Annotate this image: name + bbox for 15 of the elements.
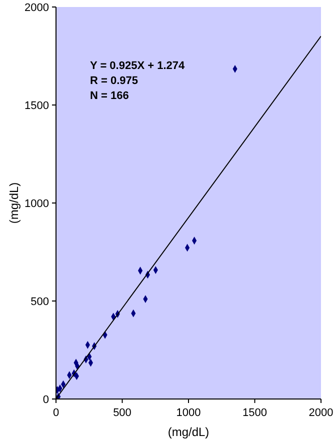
y-axis-title: (mg/dL) [7, 182, 21, 224]
y-tick-label: 1000 [24, 198, 49, 210]
y-tick-label: 0 [42, 394, 49, 406]
annotation: R = 0.975 [90, 75, 138, 87]
x-tick-label: 1000 [176, 407, 201, 419]
x-tick-label: 1500 [242, 407, 267, 419]
annotation: N = 166 [90, 90, 129, 102]
x-tick-label: 0 [52, 407, 60, 419]
x-tick-label: 500 [113, 407, 132, 419]
x-axis-title: (mg/dL) [168, 425, 210, 439]
annotation: Y = 0.925X + 1.274 [90, 60, 186, 72]
y-tick-label: 1500 [24, 100, 49, 112]
x-tick-label: 2000 [308, 407, 334, 419]
y-tick-label: 500 [30, 296, 49, 308]
y-tick-label: 2000 [24, 2, 49, 14]
